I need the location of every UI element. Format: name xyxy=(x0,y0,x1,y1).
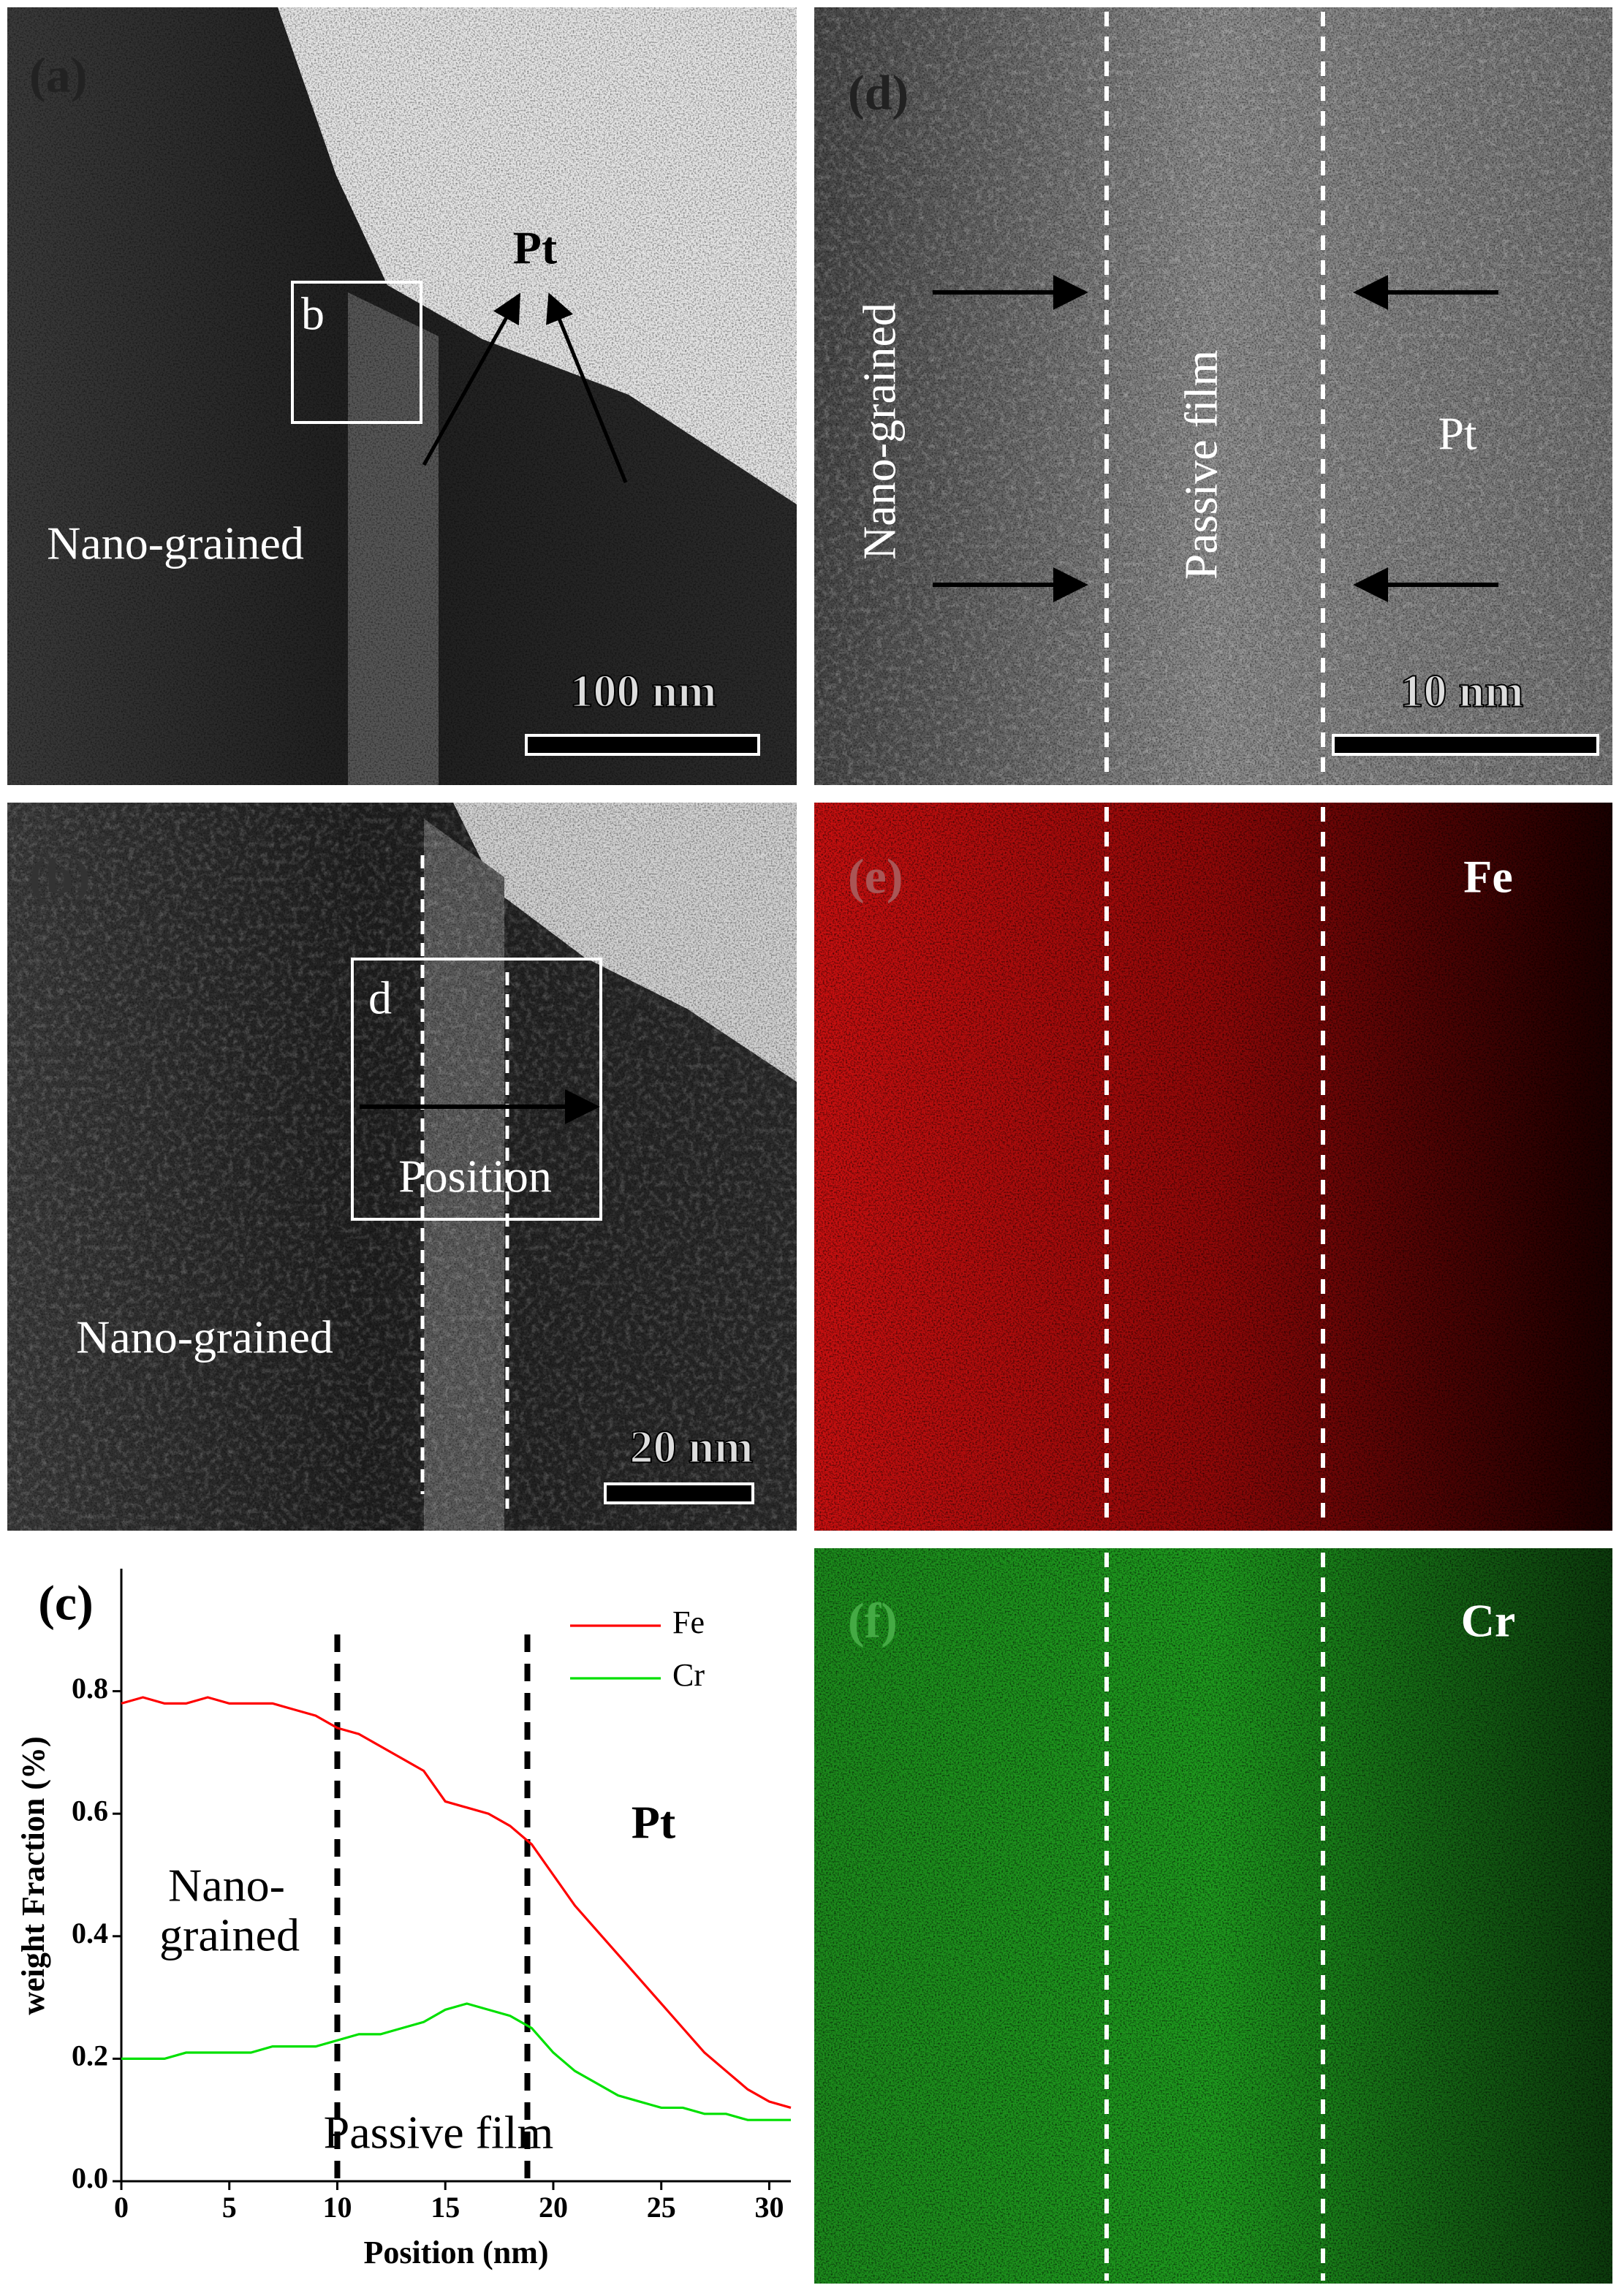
label: Position xyxy=(398,1151,552,1202)
label: Pt xyxy=(1438,408,1477,460)
legend-label: Fe xyxy=(672,1604,705,1640)
series-line xyxy=(121,2002,791,2121)
label: b xyxy=(301,288,325,340)
scale-label: 100 nm xyxy=(570,665,717,717)
x-tick-label: 10 xyxy=(322,2191,352,2224)
x-axis-title: Position (nm) xyxy=(364,2235,549,2270)
label: Pt xyxy=(513,222,558,274)
annotation: Passive film xyxy=(324,2107,554,2159)
y-tick-label: 0.8 xyxy=(72,1672,108,1705)
y-tick-label: 0.2 xyxy=(72,2039,108,2072)
panel-f: (f) Cr xyxy=(814,1548,1612,2284)
inset-box xyxy=(291,281,422,424)
label: Nano-grained xyxy=(854,303,906,560)
label: Passive film xyxy=(1175,350,1227,580)
panel-label: (b) xyxy=(29,849,90,904)
x-tick-label: 0 xyxy=(114,2191,129,2224)
texture xyxy=(7,803,797,1531)
label: Nano-grained xyxy=(76,1311,333,1363)
x-tick-label: 15 xyxy=(431,2191,460,2224)
label: d xyxy=(368,972,392,1024)
panel-d: (d) Nano-grained Passive film Pt 10 nm xyxy=(814,7,1612,785)
panel-label: (f) xyxy=(848,1593,898,1648)
panel-c: (c) Position (nm) weight Fraction (%) Na… xyxy=(15,1569,792,2270)
scale-bar xyxy=(604,1482,754,1504)
x-tick-label: 30 xyxy=(754,2191,784,2224)
texture xyxy=(814,803,1612,1531)
arrow xyxy=(546,292,628,483)
panel-label: (d) xyxy=(848,65,909,121)
scale-label: 20 nm xyxy=(630,1421,754,1473)
x-tick-label: 5 xyxy=(222,2191,237,2224)
scale-label: 10 nm xyxy=(1400,665,1524,717)
x-tick-label: 25 xyxy=(647,2191,676,2224)
panel-e: (e) Fe xyxy=(814,803,1612,1531)
series-line xyxy=(121,1696,792,2109)
texture xyxy=(814,1548,1612,2284)
y-axis-title: weight Fraction (%) xyxy=(15,1736,51,2015)
panel-label: (c) xyxy=(38,1575,93,1631)
arrow xyxy=(422,292,521,466)
inset-box xyxy=(351,958,602,1221)
texture xyxy=(814,7,1612,785)
element-label: Cr xyxy=(1461,1595,1516,1647)
annotation: grained xyxy=(159,1909,300,1961)
x-tick-label: 20 xyxy=(539,2191,568,2224)
legend-label: Cr xyxy=(672,1657,705,1693)
label: Nano-grained xyxy=(47,518,304,569)
texture xyxy=(7,7,797,785)
panel-label: (e) xyxy=(848,849,903,904)
panel-b: (b) d Position Nano-grained 20 nm xyxy=(7,803,797,1531)
panel-a: (a) Pt b Nano-grained 100 nm xyxy=(7,7,797,785)
annotation: Pt xyxy=(632,1797,676,1849)
element-label: Fe xyxy=(1463,851,1513,903)
scale-bar xyxy=(1332,734,1599,756)
panel-label: (a) xyxy=(29,48,87,103)
scale-bar xyxy=(525,734,760,756)
y-tick-label: 0.4 xyxy=(72,1917,108,1950)
y-tick-label: 0.0 xyxy=(72,2162,108,2194)
annotation: Nano- xyxy=(168,1860,285,1912)
y-tick-label: 0.6 xyxy=(72,1794,108,1827)
